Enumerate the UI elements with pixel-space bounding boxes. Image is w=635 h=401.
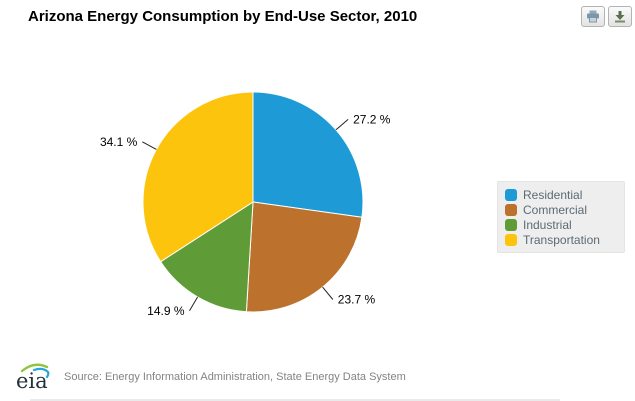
legend-item-residential[interactable]: Residential (505, 187, 617, 202)
pie-slice-transportation[interactable] (142, 91, 254, 263)
chart-footer: eia Source: Energy Information Administr… (14, 356, 406, 398)
pie-data-label: 23.7 % (338, 293, 376, 307)
legend-label: Industrial (523, 217, 572, 232)
pie-data-label: 34.1 % (100, 135, 138, 149)
pie-data-label: 27.2 % (353, 112, 391, 126)
pie-chart: 27.2 % 23.7 % 14.9 % 34.1 % (100, 91, 391, 318)
download-chart-button[interactable] (608, 6, 632, 27)
source-text: Source: Energy Information Administratio… (64, 371, 406, 383)
download-icon (615, 11, 625, 23)
legend-swatch (505, 203, 517, 216)
pie-label-connector (322, 286, 334, 300)
print-chart-button[interactable] (581, 6, 605, 27)
legend-item-transportation[interactable]: Transportation (505, 232, 617, 247)
legend-item-commercial[interactable]: Commercial (505, 202, 617, 217)
legend-item-industrial[interactable]: Industrial (505, 217, 617, 232)
bottom-edge-strip (30, 399, 560, 401)
legend-swatch (505, 233, 517, 246)
pie-slice-residential[interactable] (252, 91, 364, 218)
eia-logo: eia (14, 357, 54, 397)
eia-logo-swoosh (20, 363, 50, 379)
pie-data-label: 14.9 % (147, 304, 185, 318)
chart-legend: Residential Commercial Industrial Transport… (497, 181, 625, 253)
eia-logo-text: eia (16, 369, 48, 393)
printer-icon (587, 10, 599, 23)
legend-label: Transportation (523, 232, 600, 247)
pie-label-connector (335, 119, 349, 131)
chart-toolbar (581, 6, 632, 27)
legend-swatch (505, 188, 517, 201)
legend-label: Residential (523, 187, 583, 202)
chart-title: Arizona Energy Consumption by End-Use Se… (28, 8, 418, 25)
legend-swatch (505, 218, 517, 231)
pie-label-connector (142, 141, 157, 150)
legend-label: Commercial (523, 202, 588, 217)
pie-slice-commercial[interactable] (245, 201, 363, 313)
pie-label-connector (189, 296, 199, 312)
